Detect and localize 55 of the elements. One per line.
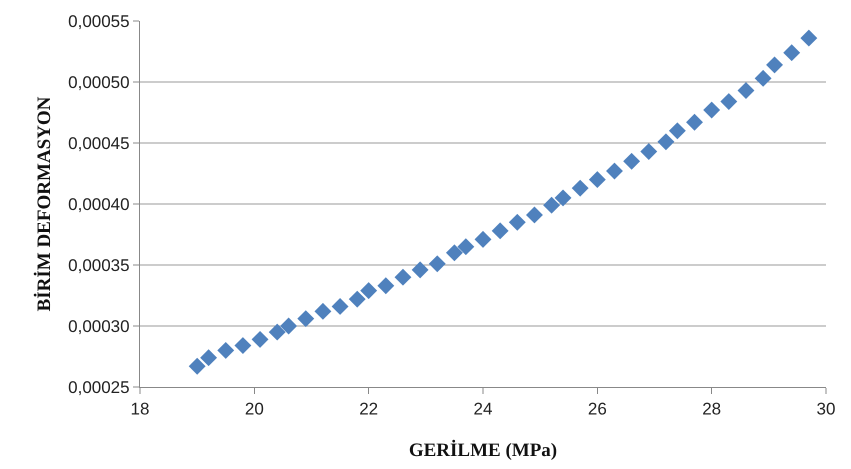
point (703, 102, 720, 119)
point (377, 277, 394, 294)
x-tick-label: 20 (244, 399, 264, 418)
x-tick-label: 30 (816, 399, 836, 418)
point (297, 310, 314, 328)
point (766, 56, 783, 74)
x-tick-label: 24 (474, 399, 492, 418)
y-tick-label: 0,00035 (68, 256, 130, 275)
point (686, 114, 703, 131)
point (268, 324, 286, 341)
point (606, 162, 623, 180)
x-axis-title: GERİLME (MPa) (408, 439, 558, 462)
point (332, 298, 349, 315)
point (280, 318, 298, 334)
y-tick-label: 0,00025 (68, 378, 130, 397)
point (200, 349, 218, 366)
point (526, 206, 543, 224)
point (640, 143, 658, 160)
y-tick-label: 0,00045 (68, 134, 130, 153)
point (720, 93, 738, 110)
point (394, 268, 412, 286)
x-tick-label: 22 (359, 399, 378, 418)
x-tick-label: 18 (130, 399, 150, 418)
x-tick-label: 26 (588, 399, 607, 418)
y-tick-label: 0,00030 (68, 316, 130, 336)
point (508, 214, 526, 231)
point (554, 189, 572, 206)
y-tick-label: 0,00050 (68, 72, 130, 92)
point (800, 30, 818, 47)
y-tick-label: 0,00055 (68, 12, 130, 31)
point (457, 238, 474, 256)
point (572, 180, 589, 197)
y-tick-label: 0,00040 (68, 194, 130, 214)
point (738, 82, 754, 99)
point (668, 122, 686, 140)
point (657, 133, 674, 150)
point (446, 244, 463, 262)
point (188, 358, 206, 375)
point (783, 44, 800, 62)
y-axis-title: BİRİM DEFORMASYON (32, 96, 55, 312)
x-tick-label: 28 (702, 399, 722, 418)
point (754, 70, 772, 87)
point (428, 255, 446, 272)
point (217, 342, 234, 359)
point (623, 152, 640, 170)
point (543, 196, 560, 214)
point (348, 290, 366, 308)
point (314, 302, 332, 320)
point (234, 337, 252, 354)
point (412, 261, 429, 278)
point (474, 230, 492, 248)
point (492, 222, 509, 240)
point (588, 171, 606, 188)
point (252, 330, 268, 348)
point (360, 282, 378, 300)
